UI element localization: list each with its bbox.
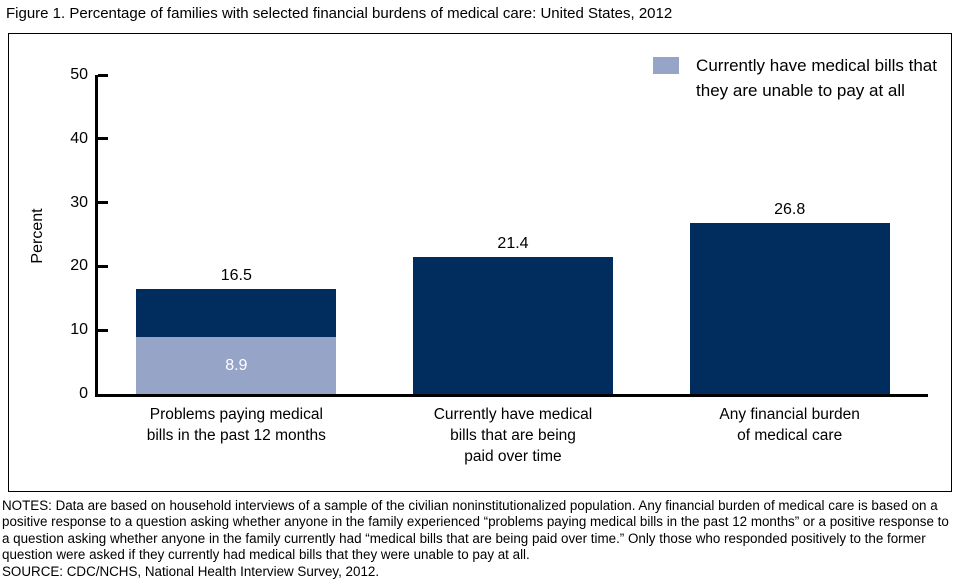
bar-value-label: 26.8	[774, 201, 806, 219]
bar-value-label: 21.4	[497, 235, 529, 253]
y-tick-mark	[98, 328, 108, 332]
figure-title: Figure 1. Percentage of families with se…	[6, 5, 673, 22]
x-category-label: Problems paying medical bills in the pas…	[146, 406, 326, 444]
y-tick-mark	[98, 137, 108, 141]
y-tick-mark	[98, 73, 108, 77]
bar	[413, 257, 613, 394]
footnotes: NOTES: Data are based on household inter…	[2, 498, 958, 580]
bar	[689, 223, 890, 394]
y-tick-label: 30	[70, 193, 88, 211]
y-tick-label: 0	[79, 385, 88, 402]
y-tick-mark	[98, 201, 108, 205]
overlay-segment: 8.9	[136, 337, 337, 394]
chart-frame: Currently have medical bills that they a…	[8, 33, 952, 492]
legend-label: Currently have medical bills that they a…	[696, 56, 937, 100]
legend: Currently have medical bills that they a…	[653, 53, 937, 103]
y-tick-label: 50	[70, 66, 88, 83]
y-tick-label: 10	[70, 321, 88, 339]
x-category-label: Currently have medical bills that are be…	[433, 406, 593, 465]
y-axis-title: Percent	[29, 208, 46, 264]
y-tick-label: 40	[70, 129, 88, 147]
y-tick-label: 20	[70, 257, 88, 275]
source-text: SOURCE: CDC/NCHS, National Health Interv…	[2, 563, 380, 579]
plot-area: 0 10 20 30 40 50 16.5 8.9 Problems paying medica…	[70, 66, 928, 465]
bar-value-label: 16.5	[220, 266, 252, 284]
legend-swatch-icon	[653, 57, 680, 74]
x-category-label: Any financial burden of medical care	[719, 406, 860, 444]
notes-text: NOTES: Data are based on household inter…	[2, 498, 949, 563]
y-tick-mark	[98, 264, 108, 268]
